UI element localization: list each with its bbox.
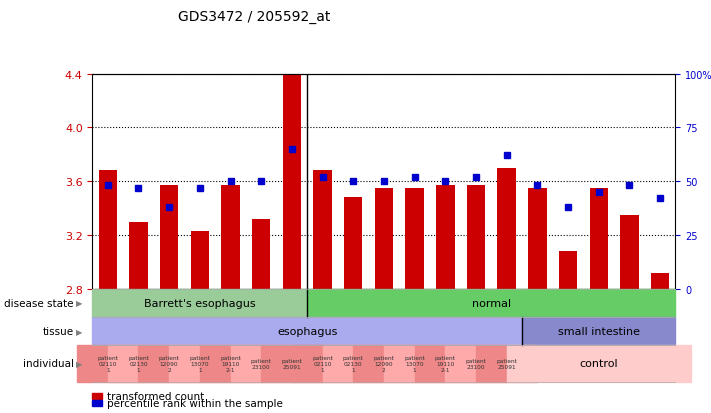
Bar	[129, 222, 148, 289]
Bar	[528, 188, 547, 289]
Bar	[405, 188, 424, 289]
Text: ▶: ▶	[76, 299, 82, 308]
Bar	[651, 273, 669, 289]
Text: normal: normal	[472, 298, 511, 308]
Text: patient
23100: patient 23100	[251, 358, 272, 369]
Text: esophagus: esophagus	[277, 326, 338, 336]
Text: tissue: tissue	[43, 326, 74, 336]
Text: patient
19110
2-1: patient 19110 2-1	[435, 355, 456, 372]
Text: Barrett's esophagus: Barrett's esophagus	[144, 298, 256, 308]
Bar	[344, 198, 363, 289]
Bar	[99, 171, 117, 289]
Bar	[498, 169, 516, 289]
Bar	[589, 188, 608, 289]
Bar	[191, 231, 209, 289]
Text: small intestine: small intestine	[557, 326, 640, 336]
Text: patient
19110
2-1: patient 19110 2-1	[220, 355, 241, 372]
Text: GDS3472 / 205592_at: GDS3472 / 205592_at	[178, 10, 330, 24]
Text: transformed count: transformed count	[107, 391, 205, 401]
Bar	[283, 74, 301, 289]
Text: patient
23100: patient 23100	[466, 358, 486, 369]
Text: percentile rank within the sample: percentile rank within the sample	[107, 398, 283, 408]
Bar	[467, 186, 485, 289]
Bar	[436, 186, 454, 289]
Bar	[221, 186, 240, 289]
Text: patient
25091: patient 25091	[282, 358, 302, 369]
Text: patient
02130
1: patient 02130 1	[128, 355, 149, 372]
Bar	[620, 215, 638, 289]
Bar	[252, 219, 270, 289]
Text: patient
02110
1: patient 02110 1	[97, 355, 118, 372]
Text: patient
13070
1: patient 13070 1	[404, 355, 425, 372]
Text: individual: individual	[23, 358, 74, 368]
Text: patient
13070
1: patient 13070 1	[189, 355, 210, 372]
Text: patient
12090
2: patient 12090 2	[159, 355, 180, 372]
Text: patient
02110
1: patient 02110 1	[312, 355, 333, 372]
Bar	[375, 188, 393, 289]
Bar	[314, 171, 332, 289]
Bar	[160, 186, 178, 289]
Text: disease state: disease state	[4, 298, 74, 308]
Bar	[559, 252, 577, 289]
Text: control: control	[579, 358, 618, 368]
Text: patient
25091: patient 25091	[496, 358, 517, 369]
Text: patient
02130
1: patient 02130 1	[343, 355, 364, 372]
Text: ▶: ▶	[76, 359, 82, 368]
Text: patient
12090
2: patient 12090 2	[373, 355, 395, 372]
Text: ▶: ▶	[76, 327, 82, 336]
